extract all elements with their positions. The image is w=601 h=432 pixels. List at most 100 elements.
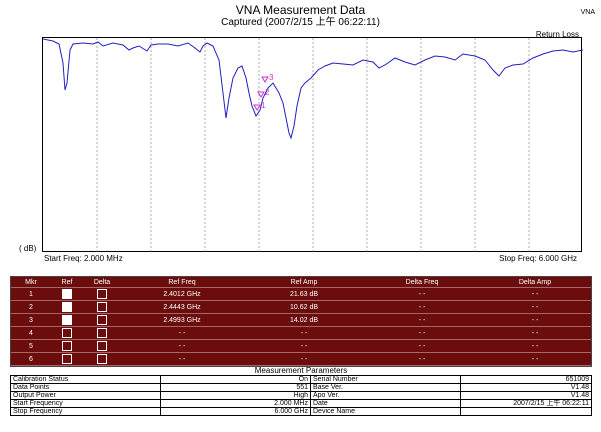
marker-2-label: 2 xyxy=(265,88,270,97)
delta-amp: - - xyxy=(479,339,591,353)
marker-number: 4 xyxy=(11,326,51,340)
col-ref-freq: Ref Freq xyxy=(121,277,243,288)
delta-checkbox[interactable] xyxy=(97,328,107,338)
ref-amp: 14.02 dB xyxy=(243,313,365,327)
param-row: Calibration Status On Serial Number 651009 xyxy=(10,375,592,384)
y-unit-label: ( dB) xyxy=(19,244,37,253)
capture-timestamp: Captured (2007/2/15 上午 06:22:11) xyxy=(221,17,380,28)
ref-checkbox[interactable] xyxy=(62,354,72,364)
ref-freq: 2.4012 GHz xyxy=(121,287,243,301)
ref-checkbox[interactable] xyxy=(62,328,72,338)
ref-amp: - - xyxy=(243,339,365,353)
marker-row: 3 2.4993 GHz 14.02 dB - -- - xyxy=(11,313,591,327)
param-value: 2007/2/15 上午 06:22:11 xyxy=(460,399,592,408)
ref-checkbox[interactable] xyxy=(62,289,72,299)
ref-checkbox xyxy=(51,326,83,340)
ref-checkbox xyxy=(51,300,83,314)
marker-number: 1 xyxy=(11,287,51,301)
col-mkr: Mkr xyxy=(11,277,51,288)
param-key: Date xyxy=(310,399,461,408)
ref-freq: 2.4993 GHz xyxy=(121,313,243,327)
param-row: Stop Frequency 6.000 GHz Device Name xyxy=(10,407,592,416)
marker-row: 6- -- -- -- - xyxy=(11,352,591,366)
param-key: Data Points xyxy=(10,383,161,392)
delta-freq: - - xyxy=(365,313,479,327)
ref-checkbox xyxy=(51,313,83,327)
col-delta-amp: Delta Amp xyxy=(479,277,591,288)
param-value: 651009 xyxy=(460,375,592,384)
param-key: Base Ver. xyxy=(310,383,461,392)
delta-checkbox xyxy=(83,287,121,301)
ref-checkbox xyxy=(51,287,83,301)
delta-amp: - - xyxy=(479,300,591,314)
delta-amp: - - xyxy=(479,352,591,366)
ref-checkbox xyxy=(51,352,83,366)
ref-checkbox xyxy=(51,339,83,353)
ref-freq: 2.4443 GHz xyxy=(121,300,243,314)
plot-canvas: 1 2 3 xyxy=(43,38,583,253)
delta-freq: - - xyxy=(365,339,479,353)
page-title: VNA Measurement Data xyxy=(235,3,366,17)
ref-checkbox[interactable] xyxy=(62,315,72,325)
marker-table-header: Mkr Ref Delta Ref Freq Ref Amp Delta Fre… xyxy=(11,277,591,288)
param-value: High xyxy=(160,391,311,400)
return-loss-trace xyxy=(43,38,583,140)
col-ref-amp: Ref Amp xyxy=(243,277,365,288)
params-title: Measurement Parameters xyxy=(254,366,348,375)
marker-row: 1 2.4012 GHz 21.63 dB - -- - xyxy=(11,287,591,301)
delta-amp: - - xyxy=(479,287,591,301)
delta-freq: - - xyxy=(365,287,479,301)
ref-amp: 21.63 dB xyxy=(243,287,365,301)
marker-number: 6 xyxy=(11,352,51,366)
marker-row: 4- -- -- -- - xyxy=(11,326,591,340)
delta-checkbox xyxy=(83,326,121,340)
ref-freq: - - xyxy=(121,326,243,340)
ref-amp: - - xyxy=(243,326,365,340)
param-key: Stop Frequency xyxy=(10,407,161,416)
param-key: Device Name xyxy=(310,407,461,416)
trace-label: Return Loss xyxy=(535,30,579,39)
marker-1-label: 1 xyxy=(261,101,266,110)
param-value: On xyxy=(160,375,311,384)
param-key: Apo Ver. xyxy=(310,391,461,400)
marker-1-icon xyxy=(253,104,261,111)
marker-table: Mkr Ref Delta Ref Freq Ref Amp Delta Fre… xyxy=(10,276,592,367)
marker-3-label: 3 xyxy=(269,73,274,82)
col-ref: Ref xyxy=(51,277,83,288)
param-value xyxy=(460,407,592,416)
ref-freq: - - xyxy=(121,352,243,366)
ref-checkbox[interactable] xyxy=(62,302,72,312)
delta-checkbox[interactable] xyxy=(97,354,107,364)
delta-checkbox[interactable] xyxy=(97,341,107,351)
param-value: V1.48 xyxy=(460,391,592,400)
param-value: V1.48 xyxy=(460,383,592,392)
stop-freq-label: Stop Freq: 6.000 GHz xyxy=(499,254,577,263)
measurement-parameters: Measurement Parameters Calibration Statu… xyxy=(10,366,592,416)
start-freq-label: Start Freq: 2.000 MHz xyxy=(44,254,123,263)
marker-row: 2 2.4443 GHz 10.62 dB - -- - xyxy=(11,300,591,314)
ref-checkbox[interactable] xyxy=(62,341,72,351)
marker-2-icon xyxy=(257,91,265,98)
delta-checkbox[interactable] xyxy=(97,289,107,299)
delta-checkbox xyxy=(83,313,121,327)
param-key: Calibration Status xyxy=(10,375,161,384)
marker-number: 3 xyxy=(11,313,51,327)
marker-number: 5 xyxy=(11,339,51,353)
delta-checkbox xyxy=(83,339,121,353)
param-key: Start Frequency xyxy=(10,399,161,408)
marker-row: 5- -- -- -- - xyxy=(11,339,591,353)
delta-checkbox[interactable] xyxy=(97,315,107,325)
delta-amp: - - xyxy=(479,326,591,340)
delta-checkbox[interactable] xyxy=(97,302,107,312)
col-delta: Delta xyxy=(83,277,121,288)
delta-freq: - - xyxy=(365,326,479,340)
delta-amp: - - xyxy=(479,313,591,327)
ref-freq: - - xyxy=(121,339,243,353)
col-delta-freq: Delta Freq xyxy=(365,277,479,288)
marker-3-icon xyxy=(261,76,269,83)
param-key: Serial Number xyxy=(310,375,461,384)
vna-label: VNA xyxy=(580,9,595,16)
delta-checkbox xyxy=(83,352,121,366)
param-value: 551 xyxy=(160,383,311,392)
return-loss-plot: 1 2 3 xyxy=(42,37,583,253)
